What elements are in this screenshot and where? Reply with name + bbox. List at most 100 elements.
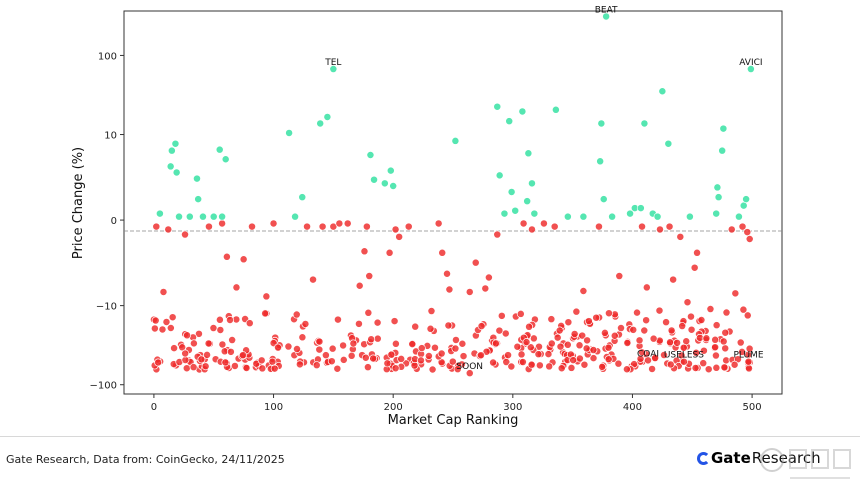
- brand-logo: Gate Research: [697, 449, 821, 467]
- negative-point: [170, 344, 179, 353]
- brand-suffix: Research: [751, 449, 821, 467]
- x-tick-label: 100: [264, 402, 283, 413]
- negative-point: [262, 292, 271, 301]
- negative-point: [444, 321, 453, 330]
- y-axis-label: Price Change (%): [71, 147, 86, 259]
- negative-point: [651, 354, 660, 363]
- negative-point: [745, 235, 754, 243]
- negative-point: [318, 222, 327, 231]
- negative-point: [687, 312, 695, 321]
- positive-point: [155, 209, 164, 218]
- negative-point: [218, 340, 227, 349]
- negative-point: [589, 354, 598, 363]
- point-labels: BEAT TEL AVICI SOON COAI USELESS PLUME: [324, 5, 764, 372]
- positive-point: [626, 209, 635, 218]
- positive-point: [658, 87, 667, 96]
- positive-point: [685, 212, 694, 221]
- negative-point: [228, 336, 237, 344]
- positive-point: [171, 139, 180, 148]
- negative-point: [162, 318, 171, 326]
- negative-point: [453, 365, 462, 374]
- negative-point: [638, 348, 646, 357]
- positive-point: [742, 195, 751, 204]
- positive-point: [714, 193, 723, 202]
- positive-point: [664, 139, 673, 148]
- point-label: COAI: [637, 349, 659, 359]
- negative-point: [151, 316, 160, 325]
- negative-point: [298, 333, 307, 342]
- negative-point: [230, 362, 239, 370]
- positive-point: [285, 129, 294, 137]
- negative-point: [248, 222, 256, 231]
- negative-point: [697, 316, 706, 324]
- negative-point: [642, 283, 651, 292]
- negative-point: [477, 351, 485, 360]
- negative-point: [528, 225, 536, 234]
- negative-point: [676, 232, 685, 241]
- negative-point: [321, 351, 330, 360]
- positive-point: [608, 212, 617, 221]
- negative-point: [215, 315, 224, 324]
- negative-point: [604, 309, 613, 318]
- negative-point: [339, 355, 348, 364]
- negative-point: [438, 248, 447, 257]
- negative-point: [656, 225, 664, 234]
- negative-point: [164, 225, 173, 234]
- negative-point: [417, 344, 426, 353]
- negative-point: [569, 356, 578, 365]
- negative-point: [181, 349, 190, 358]
- x-tick-label: 0: [151, 402, 157, 413]
- negative-point: [395, 232, 404, 241]
- negative-point: [504, 351, 513, 360]
- negative-point: [699, 346, 708, 355]
- negative-point: [667, 326, 676, 335]
- positive-point: [507, 188, 516, 196]
- negative-point: [258, 364, 267, 373]
- negative-point: [315, 337, 324, 346]
- negative-point: [655, 306, 664, 315]
- positive-point: [636, 204, 645, 213]
- negative-point: [712, 363, 721, 372]
- negative-point: [327, 357, 336, 366]
- negative-point: [706, 305, 715, 313]
- positive-point: [523, 197, 532, 206]
- negative-point: [666, 338, 674, 347]
- negative-point: [547, 339, 556, 348]
- labeled-point: [679, 357, 688, 366]
- negative-point: [417, 356, 425, 365]
- negative-point: [575, 354, 584, 363]
- positive-point: [505, 117, 514, 126]
- negative-point: [623, 338, 632, 347]
- negative-point: [690, 263, 699, 272]
- negative-point: [617, 324, 625, 332]
- negative-point: [595, 222, 603, 231]
- negative-point: [572, 307, 581, 316]
- negative-point: [434, 219, 443, 228]
- negative-point: [522, 338, 531, 347]
- y-tick-label: −100: [90, 381, 117, 392]
- negative-point: [570, 329, 579, 338]
- negative-point: [575, 341, 584, 350]
- negative-point: [604, 343, 613, 352]
- negative-point: [481, 284, 490, 293]
- positive-point: [551, 105, 560, 114]
- negative-point: [448, 357, 457, 366]
- positive-point: [199, 212, 207, 221]
- negative-point: [507, 362, 516, 371]
- negative-point: [222, 252, 231, 261]
- negative-point: [335, 219, 344, 228]
- positive-point: [316, 119, 325, 128]
- positive-point: [734, 212, 743, 221]
- negative-point: [221, 358, 230, 367]
- positive-point: [739, 201, 748, 210]
- data-points: [149, 12, 755, 378]
- negative-point: [158, 325, 167, 334]
- negative-point: [693, 248, 702, 257]
- negative-point: [328, 344, 337, 353]
- negative-point: [720, 363, 729, 372]
- labeled-point: [329, 65, 338, 73]
- positive-point: [599, 195, 608, 204]
- negative-point: [431, 343, 439, 352]
- negative-point: [704, 365, 713, 374]
